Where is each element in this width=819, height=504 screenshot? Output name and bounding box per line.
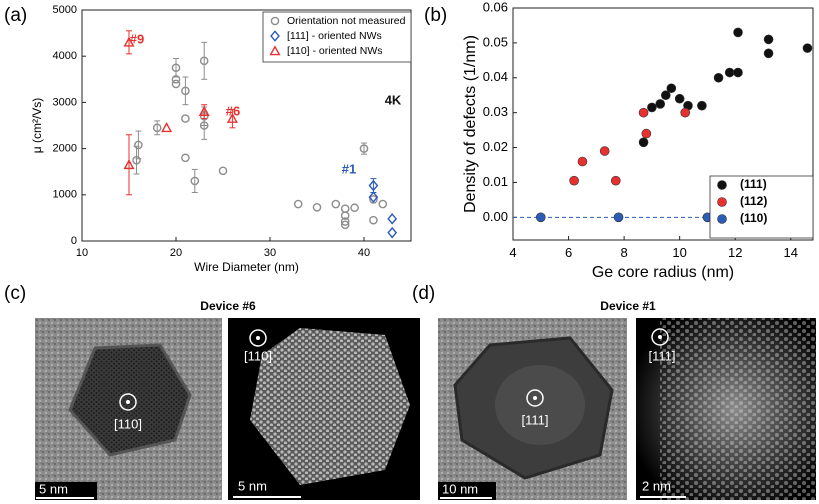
panel-title: Device #6 (200, 299, 256, 313)
x-tick-label: 10 (672, 245, 686, 260)
haadf-image: [110] 5 nm (228, 318, 420, 500)
y-tick-label: 3000 (53, 96, 77, 108)
x-tick-label: 30 (264, 247, 276, 259)
point (182, 115, 189, 122)
panel-label: (a) (4, 5, 27, 26)
y-tick-label: 0.01 (483, 174, 508, 189)
legend-marker (718, 215, 727, 224)
x-tick-label: 12 (728, 245, 742, 260)
y-tick-label: 0.04 (483, 69, 508, 84)
point (295, 200, 302, 207)
point (219, 167, 226, 174)
zone-axis: [111] (649, 348, 676, 363)
y-tick-label: 1000 (53, 189, 77, 201)
point (182, 154, 189, 161)
legend-label: [111] - oriented NWs (287, 30, 382, 42)
point (725, 68, 734, 77)
annotation: 4K (385, 92, 402, 107)
point (370, 217, 377, 224)
point (313, 204, 320, 211)
point (734, 68, 743, 77)
zone-axis: [111] (522, 412, 549, 427)
point (639, 138, 648, 147)
legend-label: (111) (740, 177, 767, 191)
x-tick-label: 14 (784, 245, 798, 260)
point (639, 108, 648, 117)
y-tick-label: 2000 (53, 143, 77, 155)
zone-axis: [110] (244, 348, 272, 363)
panel-label: (d) (412, 283, 435, 304)
point (675, 94, 684, 103)
point (614, 213, 623, 222)
point (681, 108, 690, 117)
point (600, 147, 609, 156)
point (656, 99, 665, 108)
x-tick-label: 6 (565, 245, 572, 260)
x-tick-label: 10 (76, 247, 88, 259)
legend-label: [110] - oriented NWs (287, 45, 383, 57)
point (388, 214, 396, 223)
legend-label: (112) (740, 194, 767, 208)
point (162, 123, 171, 131)
figure: (c) Device #6 [110] 5 nm [110] 5 nm (d) … (0, 0, 819, 504)
zone-axis: [110] (114, 416, 142, 431)
point (332, 200, 339, 207)
scale-label: 5 nm (238, 478, 267, 493)
legend-marker (718, 198, 727, 207)
y-axis-title: μ (cm²/Vs) (30, 98, 44, 154)
y-tick-label: 4000 (53, 50, 77, 62)
point (714, 73, 723, 82)
point (697, 101, 706, 110)
point (734, 28, 743, 37)
point (379, 200, 386, 207)
x-tick-label: 8 (620, 245, 627, 260)
haadf-image: [111] 2 nm (636, 318, 816, 500)
annotation: #1 (342, 161, 356, 176)
y-tick-label: 0.06 (483, 0, 508, 14)
point (342, 205, 349, 212)
panel-label: (b) (424, 5, 447, 26)
y-tick-label: 0 (71, 235, 77, 247)
scale-label: 10 nm (442, 481, 478, 496)
y-tick-label: 0.05 (483, 34, 508, 49)
tem-image: [110] 5 nm (35, 318, 222, 500)
point (536, 213, 545, 222)
y-tick-label: 0.03 (483, 104, 508, 119)
annotation: #9 (130, 31, 144, 46)
legend-marker (718, 181, 727, 190)
y-axis-title: Density of defects (1/nm) (462, 35, 479, 213)
point (570, 176, 579, 185)
panel-label: (c) (4, 283, 26, 304)
x-tick-label: 4 (509, 245, 516, 260)
x-tick-label: 40 (358, 247, 370, 259)
x-axis-title: Ge core radius (nm) (592, 264, 734, 281)
point (611, 176, 620, 185)
y-tick-label: 0.00 (483, 209, 508, 224)
point (351, 204, 358, 211)
panel-title: Device #1 (600, 299, 656, 313)
point (578, 157, 587, 166)
point (388, 228, 396, 237)
scale-label: 2 nm (642, 478, 671, 493)
legend-label: Orientation not measured (287, 15, 406, 27)
tem-image: [111] 10 nm (438, 318, 627, 500)
scale-label: 5 nm (39, 481, 68, 496)
point (803, 44, 812, 53)
point (764, 49, 773, 58)
x-axis-title: Wire Diameter (nm) (194, 260, 299, 274)
point (667, 84, 676, 93)
point (647, 103, 656, 112)
legend-label: (110) (740, 211, 767, 225)
annotation: #6 (226, 103, 240, 118)
point (642, 129, 651, 138)
x-tick-label: 20 (170, 247, 182, 259)
y-tick-label: 5000 (53, 4, 77, 16)
y-tick-label: 0.02 (483, 139, 508, 154)
point (764, 35, 773, 44)
